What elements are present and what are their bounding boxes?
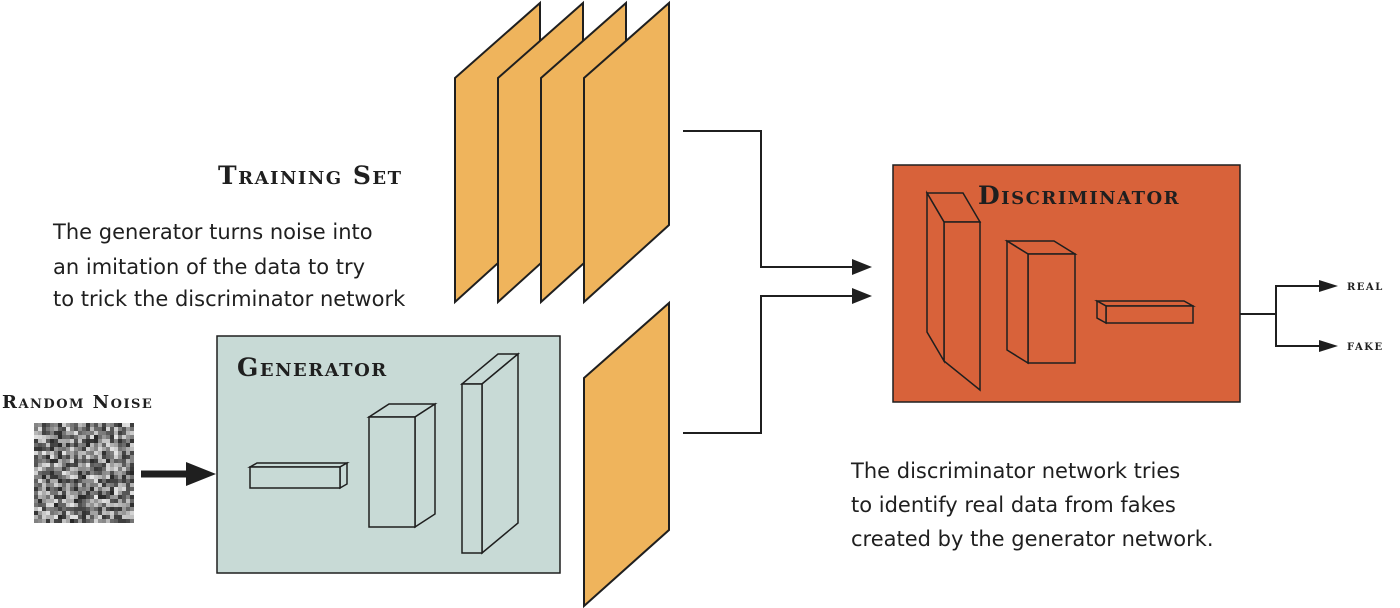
training-set-stack (455, 3, 669, 302)
real-output-label: real (1347, 278, 1384, 294)
training-to-discriminator-connector (683, 131, 855, 267)
generator-caption: The generator turns noise into an imitat… (52, 220, 406, 311)
discriminator-caption: The discriminator network tries to ident… (850, 459, 1214, 551)
random-noise-label: Random Noise (2, 392, 153, 413)
generator-caption-line-2: an imitation of the data to try (53, 255, 365, 279)
discriminator-layer-medium (1007, 241, 1075, 363)
generated-to-discriminator-connector (683, 296, 855, 433)
generator-layer-large (462, 354, 518, 553)
output-connector (1240, 286, 1320, 346)
fake-output-arrowhead (1319, 340, 1338, 352)
generator-title: Generator (237, 353, 388, 382)
discriminator-layer-small (1097, 301, 1193, 323)
discriminator-caption-line-1: The discriminator network tries (850, 459, 1180, 483)
generator-layer-medium (369, 404, 435, 527)
generator-caption-line-3: to trick the discriminator network (53, 287, 406, 311)
discriminator-caption-line-3: created by the generator network. (851, 527, 1214, 551)
discriminator-title: Discriminator (978, 181, 1180, 210)
noise-to-generator-arrow (141, 462, 216, 486)
real-output-arrowhead (1319, 280, 1338, 292)
training-input-arrowhead (852, 259, 872, 275)
generator-caption-line-1: The generator turns noise into (52, 220, 373, 244)
discriminator-caption-line-2: to identify real data from fakes (851, 493, 1176, 517)
fake-output-label: fake (1347, 338, 1384, 354)
generated-input-arrowhead (852, 288, 872, 304)
generator-layer-small (250, 463, 347, 488)
generated-sample-panel (584, 303, 669, 606)
training-set-title: Training Set (218, 161, 403, 190)
random-noise-image (34, 423, 134, 523)
